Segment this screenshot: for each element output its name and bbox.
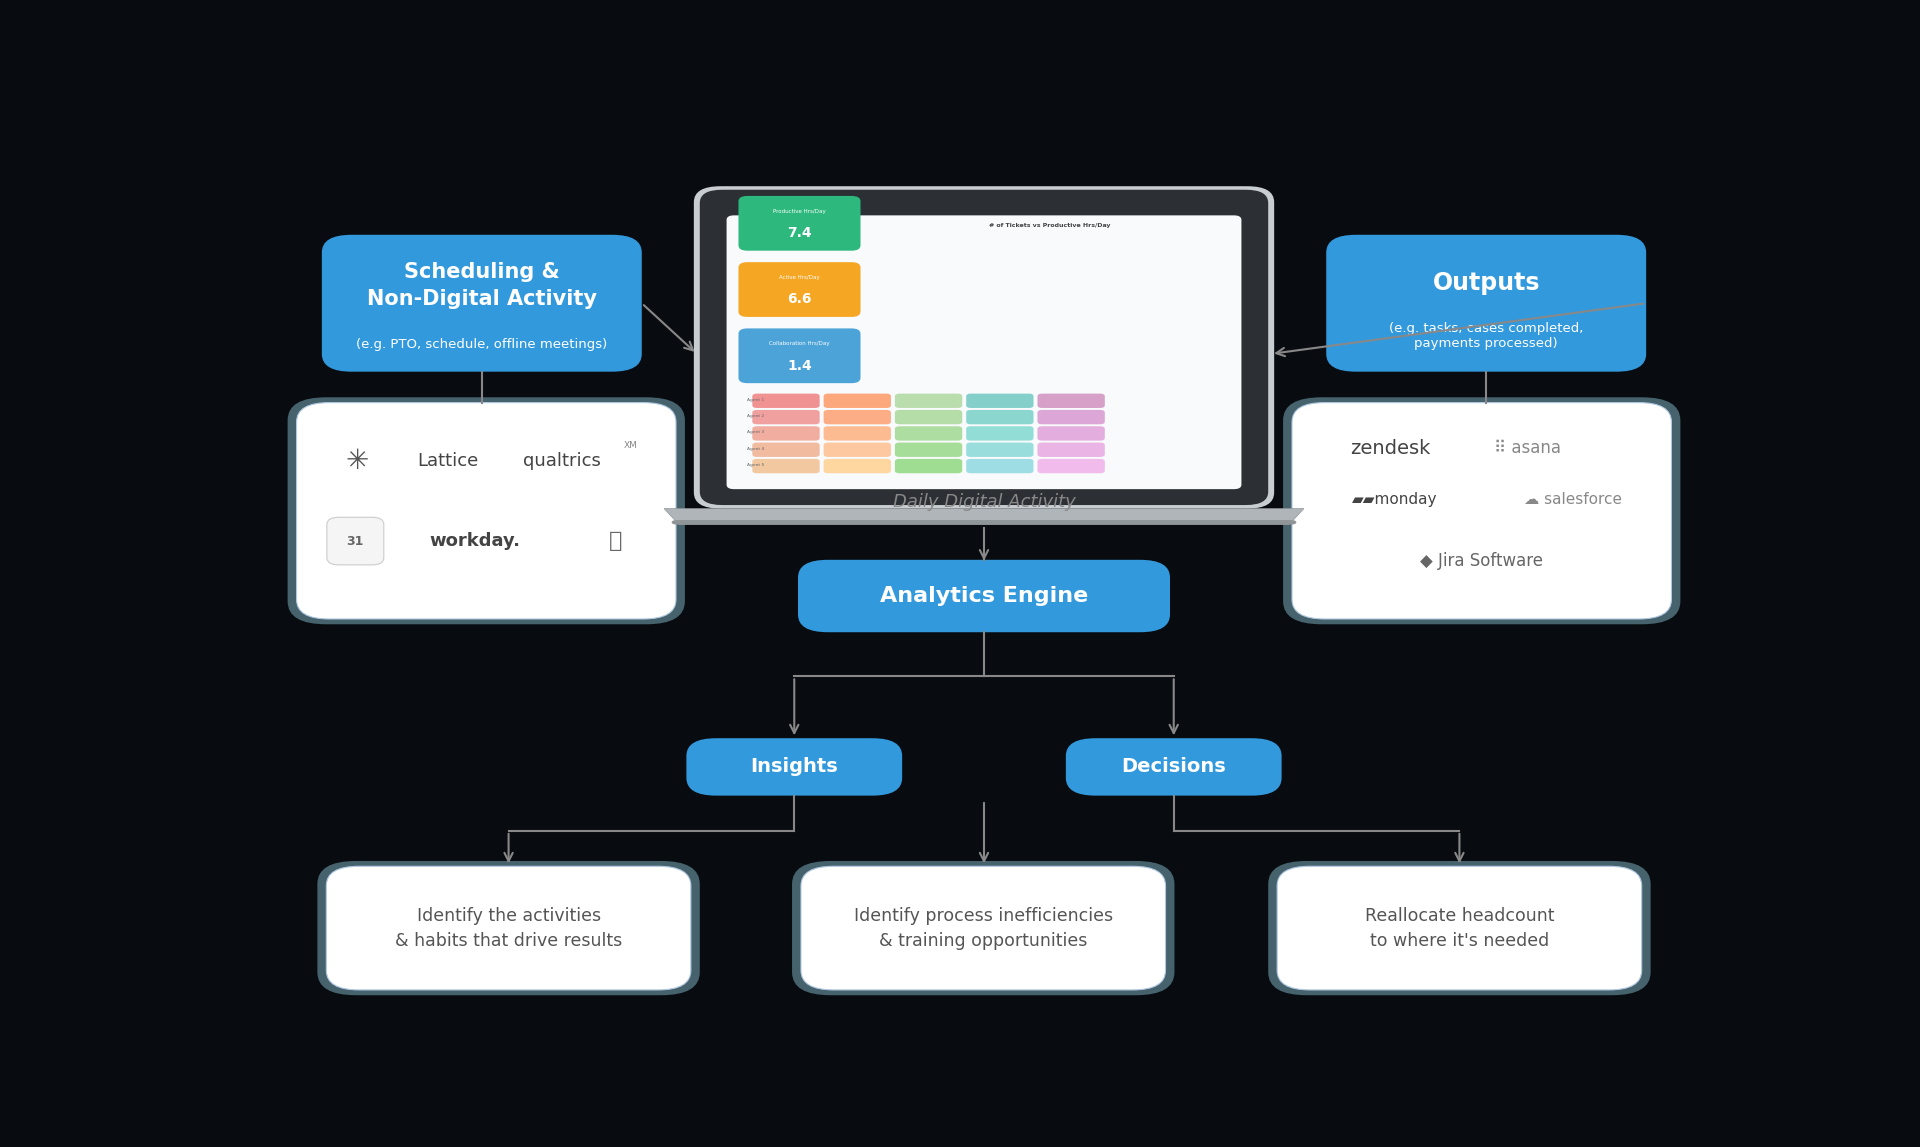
Text: Scheduling &
Non-Digital Activity: Scheduling & Non-Digital Activity [367, 263, 597, 309]
Text: # of Tickets vs Productive Hrs/Day: # of Tickets vs Productive Hrs/Day [989, 224, 1110, 228]
FancyBboxPatch shape [753, 443, 820, 457]
FancyBboxPatch shape [1037, 393, 1104, 408]
FancyBboxPatch shape [1277, 866, 1642, 990]
FancyBboxPatch shape [1327, 235, 1645, 372]
Text: Identify process inefficiencies
& training opportunities: Identify process inefficiencies & traini… [854, 906, 1114, 950]
Text: Agent 5: Agent 5 [747, 463, 764, 467]
Text: 31: 31 [348, 535, 365, 547]
FancyBboxPatch shape [824, 443, 891, 457]
FancyBboxPatch shape [966, 459, 1033, 474]
FancyBboxPatch shape [693, 186, 1275, 508]
Text: (e.g. PTO, schedule, offline meetings): (e.g. PTO, schedule, offline meetings) [357, 338, 607, 351]
Text: Outputs: Outputs [1432, 271, 1540, 295]
Text: Agent 4: Agent 4 [747, 447, 764, 451]
FancyBboxPatch shape [1037, 409, 1104, 424]
FancyBboxPatch shape [672, 520, 1296, 524]
Text: ▰▰monday: ▰▰monday [1352, 492, 1438, 507]
FancyBboxPatch shape [1066, 739, 1283, 796]
Text: ◆ Jira Software: ◆ Jira Software [1421, 552, 1544, 570]
FancyBboxPatch shape [895, 427, 962, 440]
Text: 🗓: 🗓 [609, 531, 622, 551]
FancyBboxPatch shape [753, 459, 820, 474]
Text: Reallocate headcount
to where it's needed: Reallocate headcount to where it's neede… [1365, 906, 1553, 950]
FancyBboxPatch shape [824, 409, 891, 424]
Text: Productive Hrs/Day: Productive Hrs/Day [774, 209, 826, 213]
FancyBboxPatch shape [895, 443, 962, 457]
Text: 7.4: 7.4 [787, 226, 812, 240]
FancyBboxPatch shape [895, 393, 962, 408]
FancyBboxPatch shape [323, 235, 641, 372]
FancyBboxPatch shape [1283, 397, 1680, 624]
Text: Active Hrs/Day: Active Hrs/Day [780, 275, 820, 280]
Text: XM: XM [624, 442, 637, 451]
FancyBboxPatch shape [726, 216, 1242, 489]
Text: Decisions: Decisions [1121, 757, 1227, 777]
FancyBboxPatch shape [895, 459, 962, 474]
Polygon shape [664, 508, 1304, 524]
FancyBboxPatch shape [739, 328, 860, 383]
FancyBboxPatch shape [739, 196, 860, 251]
Text: ⠿ asana: ⠿ asana [1494, 439, 1561, 457]
Text: 6.6: 6.6 [787, 292, 812, 306]
Text: zendesk: zendesk [1350, 438, 1430, 458]
FancyBboxPatch shape [317, 861, 699, 996]
Text: Analytics Engine: Analytics Engine [879, 586, 1089, 606]
FancyBboxPatch shape [753, 427, 820, 440]
Text: ✳: ✳ [346, 447, 369, 475]
FancyBboxPatch shape [966, 409, 1033, 424]
FancyBboxPatch shape [1037, 427, 1104, 440]
FancyBboxPatch shape [824, 427, 891, 440]
FancyBboxPatch shape [326, 517, 384, 564]
FancyBboxPatch shape [824, 393, 891, 408]
FancyBboxPatch shape [296, 403, 676, 619]
Text: Insights: Insights [751, 757, 839, 777]
Text: Agent 2: Agent 2 [747, 414, 764, 419]
FancyBboxPatch shape [824, 459, 891, 474]
FancyBboxPatch shape [739, 263, 860, 317]
Text: Agent 3: Agent 3 [747, 430, 764, 435]
Text: 1.4: 1.4 [787, 359, 812, 373]
Text: Lattice: Lattice [419, 452, 478, 470]
FancyBboxPatch shape [793, 861, 1175, 996]
FancyBboxPatch shape [895, 409, 962, 424]
FancyBboxPatch shape [1037, 443, 1104, 457]
FancyBboxPatch shape [687, 739, 902, 796]
FancyBboxPatch shape [801, 866, 1165, 990]
FancyBboxPatch shape [288, 397, 685, 624]
Text: Agent 1: Agent 1 [747, 398, 764, 401]
FancyBboxPatch shape [1292, 403, 1672, 619]
Text: Daily Digital Activity: Daily Digital Activity [893, 493, 1075, 512]
FancyBboxPatch shape [326, 866, 691, 990]
FancyBboxPatch shape [1037, 459, 1104, 474]
FancyBboxPatch shape [966, 427, 1033, 440]
Text: ☁ salesforce: ☁ salesforce [1524, 492, 1622, 507]
FancyBboxPatch shape [1269, 861, 1651, 996]
Text: workday.: workday. [430, 532, 520, 551]
FancyBboxPatch shape [753, 409, 820, 424]
Text: Identify the activities
& habits that drive results: Identify the activities & habits that dr… [396, 906, 622, 950]
FancyBboxPatch shape [966, 443, 1033, 457]
FancyBboxPatch shape [966, 393, 1033, 408]
FancyBboxPatch shape [699, 189, 1269, 505]
Text: qualtrics: qualtrics [524, 452, 601, 470]
Text: (e.g. tasks, cases completed,
payments processed): (e.g. tasks, cases completed, payments p… [1388, 322, 1584, 350]
FancyBboxPatch shape [753, 393, 820, 408]
FancyBboxPatch shape [799, 560, 1169, 632]
Text: Collaboration Hrs/Day: Collaboration Hrs/Day [770, 342, 829, 346]
